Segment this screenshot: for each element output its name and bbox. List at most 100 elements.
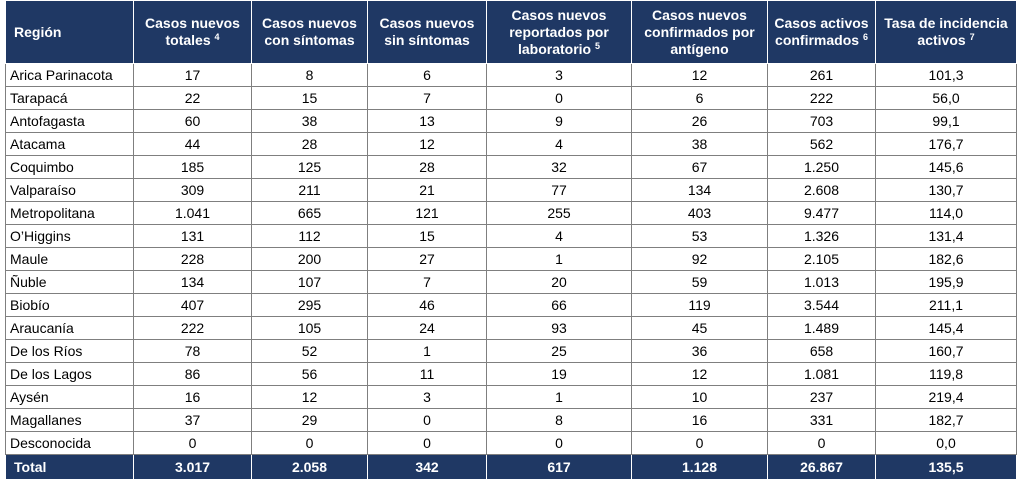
value-cell: 4 xyxy=(486,224,632,248)
value-cell: 0 xyxy=(631,431,768,455)
table-row: Maule 228 200 27 1 92 2.105 182,6 xyxy=(5,247,1017,271)
value-cell: 182,7 xyxy=(875,408,1017,432)
value-cell: 60 xyxy=(133,109,252,133)
value-cell: 219,4 xyxy=(875,385,1017,409)
value-cell: 17 xyxy=(133,63,252,87)
value-cell: 1.081 xyxy=(767,362,876,386)
value-cell: 32 xyxy=(486,155,632,179)
value-cell: 222 xyxy=(133,316,252,340)
region-name-cell: De los Ríos xyxy=(5,339,134,363)
value-cell: 16 xyxy=(631,408,768,432)
column-header-label: Tasa de incidencia activos xyxy=(884,15,1008,48)
column-header-label: Región xyxy=(14,23,62,40)
value-cell: 2.105 xyxy=(767,247,876,271)
value-cell: 9 xyxy=(486,109,632,133)
value-cell: 182,6 xyxy=(875,247,1017,271)
value-cell: 7 xyxy=(367,86,487,110)
value-cell: 145,4 xyxy=(875,316,1017,340)
value-cell: 121 xyxy=(367,201,487,225)
value-cell: 211 xyxy=(251,178,368,202)
value-cell: 1 xyxy=(486,385,632,409)
value-cell: 114,0 xyxy=(875,201,1017,225)
region-name-cell: Maule xyxy=(5,247,134,271)
value-cell: 44 xyxy=(133,132,252,156)
value-cell: 24 xyxy=(367,316,487,340)
value-cell: 131,4 xyxy=(875,224,1017,248)
value-cell: 176,7 xyxy=(875,132,1017,156)
value-cell: 228 xyxy=(133,247,252,271)
value-cell: 52 xyxy=(251,339,368,363)
value-cell: 37 xyxy=(133,408,252,432)
table-row: Valparaíso 309 211 21 77 134 2.608 130,7 xyxy=(5,178,1017,202)
value-cell: 6 xyxy=(631,86,768,110)
table-row: Biobío 407 295 46 66 119 3.544 211,1 xyxy=(5,293,1017,317)
value-cell: 119,8 xyxy=(875,362,1017,386)
value-cell: 7 xyxy=(367,270,487,294)
region-name-cell: Arica Parinacota xyxy=(5,63,134,87)
value-cell: 19 xyxy=(486,362,632,386)
value-cell: 36 xyxy=(631,339,768,363)
value-cell: 658 xyxy=(767,339,876,363)
region-name-cell: Aysén xyxy=(5,385,134,409)
value-cell: 20 xyxy=(486,270,632,294)
column-header-label: Casos nuevos sin síntomas xyxy=(379,15,475,48)
value-cell: 703 xyxy=(767,109,876,133)
value-cell: 1.489 xyxy=(767,316,876,340)
region-name-cell: Desconocida xyxy=(5,431,134,455)
value-cell: 28 xyxy=(251,132,368,156)
total-value-cell: 3.017 xyxy=(133,454,252,480)
total-value-cell: 617 xyxy=(486,454,632,480)
total-value-cell: 1.128 xyxy=(631,454,768,480)
value-cell: 105 xyxy=(251,316,368,340)
value-cell: 93 xyxy=(486,316,632,340)
column-header-label: Casos nuevos reportados por laboratorio xyxy=(509,6,609,57)
table-row: Aysén 16 12 3 1 10 237 219,4 xyxy=(5,385,1017,409)
footnote-marker: 5 xyxy=(595,40,601,51)
column-header-label: Casos nuevos confirmados por antígeno xyxy=(644,6,755,57)
column-header-label: Casos nuevos totales xyxy=(145,15,240,48)
value-cell: 6 xyxy=(367,63,487,87)
value-cell: 66 xyxy=(486,293,632,317)
value-cell: 9.477 xyxy=(767,201,876,225)
table-row: Arica Parinacota 17 8 6 3 12 261 101,3 xyxy=(5,63,1017,87)
value-cell: 112 xyxy=(251,224,368,248)
table-row: Metropolitana 1.041 665 121 255 403 9.477 114,0 xyxy=(5,201,1017,225)
value-cell: 130,7 xyxy=(875,178,1017,202)
value-cell: 12 xyxy=(631,63,768,87)
value-cell: 25 xyxy=(486,339,632,363)
value-cell: 403 xyxy=(631,201,768,225)
column-header-label: Casos nuevos con síntomas xyxy=(262,15,357,48)
value-cell: 29 xyxy=(251,408,368,432)
value-cell: 46 xyxy=(367,293,487,317)
value-cell: 45 xyxy=(631,316,768,340)
footnote-marker: 4 xyxy=(214,32,220,42)
value-cell: 67 xyxy=(631,155,768,179)
value-cell: 77 xyxy=(486,178,632,202)
column-header: Tasa de incidencia activos 7 xyxy=(875,0,1017,64)
value-cell: 665 xyxy=(251,201,368,225)
value-cell: 12 xyxy=(251,385,368,409)
table-row: Coquimbo 185 125 28 32 67 1.250 145,6 xyxy=(5,155,1017,179)
value-cell: 21 xyxy=(367,178,487,202)
value-cell: 59 xyxy=(631,270,768,294)
table-row: De los Lagos 86 56 11 19 12 1.081 119,8 xyxy=(5,362,1017,386)
table-header: Región Casos nuevos totales 4 Casos nuevos… xyxy=(5,0,1017,64)
value-cell: 200 xyxy=(251,247,368,271)
value-cell: 4 xyxy=(486,132,632,156)
value-cell: 119 xyxy=(631,293,768,317)
region-name-cell: Metropolitana xyxy=(5,201,134,225)
header-row: Región Casos nuevos totales 4 Casos nuevos… xyxy=(5,0,1017,64)
value-cell: 562 xyxy=(767,132,876,156)
total-label-cell: Total xyxy=(5,454,134,480)
value-cell: 53 xyxy=(631,224,768,248)
value-cell: 11 xyxy=(367,362,487,386)
column-header-label: Casos activos confirmados xyxy=(774,15,869,48)
table-row: Magallanes 37 29 0 8 16 331 182,7 xyxy=(5,408,1017,432)
value-cell: 0 xyxy=(486,431,632,455)
value-cell: 92 xyxy=(631,247,768,271)
total-value-cell: 342 xyxy=(367,454,487,480)
value-cell: 8 xyxy=(251,63,368,87)
value-cell: 295 xyxy=(251,293,368,317)
region-name-cell: Valparaíso xyxy=(5,178,134,202)
region-name-cell: Antofagasta xyxy=(5,109,134,133)
